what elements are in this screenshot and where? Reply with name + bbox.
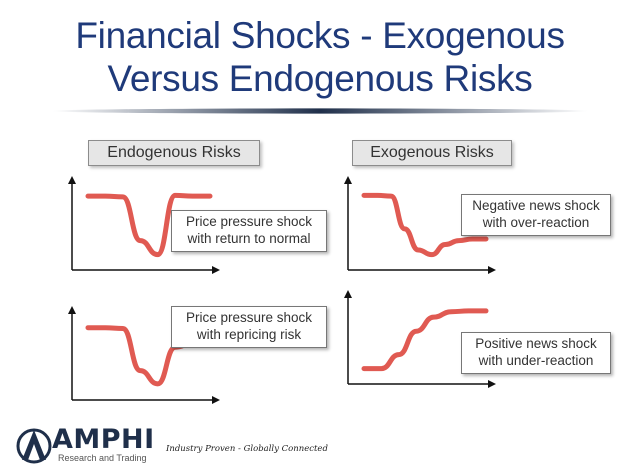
- page-title: Financial Shocks - Exogenous Versus Endo…: [0, 14, 640, 100]
- shock-curve: [361, 192, 489, 258]
- exogenous-risks-header: Exogenous Risks: [352, 140, 512, 166]
- title-underline: [52, 108, 588, 114]
- amphi-logo-icon: [16, 428, 52, 464]
- shock-curve: [361, 308, 489, 372]
- label-endo-top: Price pressure shock with return to norm…: [171, 210, 327, 252]
- panel-endo-top: [60, 176, 220, 280]
- endogenous-risks-header: Endogenous Risks: [88, 140, 260, 166]
- label-endo-bottom: Price pressure shock with repricing risk: [171, 306, 327, 348]
- label-exo-top: Negative news shock with over-reaction: [461, 194, 611, 236]
- brand-name: AMPHI: [52, 424, 155, 455]
- label-exo-bottom: Positive news shock with under-reaction: [461, 332, 611, 374]
- chart-exo-bottom: [344, 290, 496, 388]
- panel-exo-bottom: [336, 290, 496, 394]
- chart-endo-top: [68, 176, 220, 274]
- title-line-2: Versus Endogenous Risks: [107, 58, 533, 99]
- panel-exo-top: [336, 176, 496, 280]
- brand-subtitle: Research and Trading: [58, 453, 147, 463]
- title-line-1: Financial Shocks - Exogenous: [75, 15, 565, 56]
- shock-curve: [85, 192, 213, 258]
- brand-tagline: Industry Proven - Globally Connected: [166, 444, 328, 454]
- chart-exo-top: [344, 176, 496, 274]
